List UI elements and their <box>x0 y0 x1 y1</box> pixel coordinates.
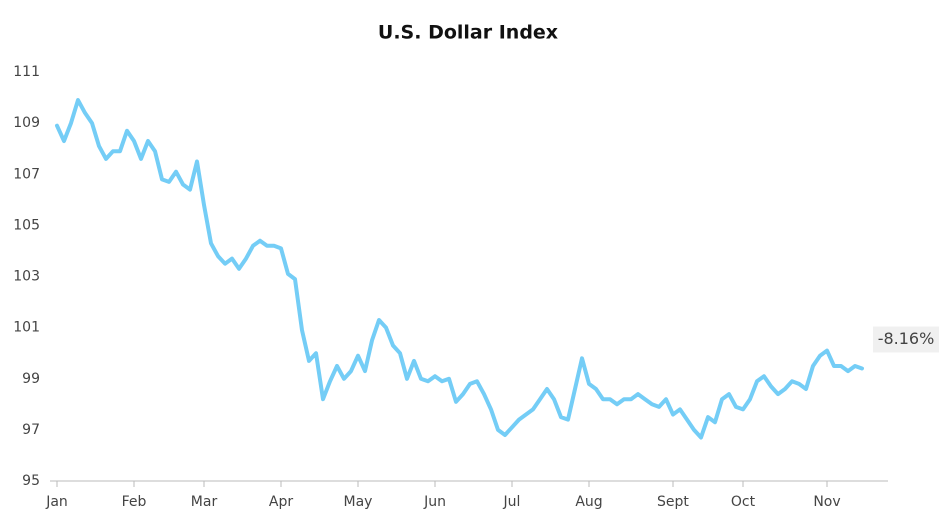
x-tick-label: Jun <box>423 494 446 510</box>
y-tick-label: 101 <box>13 320 40 336</box>
annotation-box <box>873 326 939 353</box>
y-tick-label: 111 <box>13 64 40 80</box>
x-tick-label: Apr <box>269 494 293 510</box>
y-tick-label: 107 <box>13 166 40 182</box>
data-line <box>55 98 864 440</box>
y-tick-label: 95 <box>22 473 40 489</box>
y-tick-label: 105 <box>13 217 40 233</box>
x-tick-label: Oct <box>731 494 756 510</box>
x-tick-label: Feb <box>122 494 147 510</box>
x-tick-label: Sept <box>657 494 689 510</box>
x-tick-label: Jul <box>503 494 521 510</box>
x-tick-label: Mar <box>191 494 218 510</box>
x-tick-label: Jan <box>45 494 68 510</box>
chart-title: U.S. Dollar Index <box>378 22 558 44</box>
x-tick-label: Aug <box>575 494 602 510</box>
y-tick-label: 103 <box>13 269 40 285</box>
x-tick-label: Nov <box>813 494 840 510</box>
x-tick-label: May <box>344 494 373 510</box>
y-tick-label: 97 <box>22 422 40 438</box>
y-tick-label: 109 <box>13 115 40 131</box>
y-tick-label: 99 <box>22 371 40 387</box>
annotation: -8.16% <box>878 329 935 348</box>
